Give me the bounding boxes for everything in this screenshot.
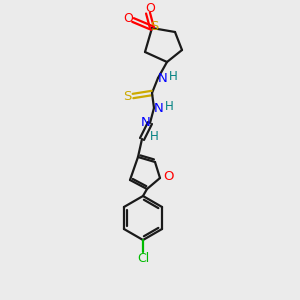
Text: N: N bbox=[154, 101, 164, 115]
Text: Cl: Cl bbox=[137, 253, 149, 266]
Text: H: H bbox=[165, 100, 173, 112]
Text: S: S bbox=[150, 20, 158, 32]
Text: O: O bbox=[145, 2, 155, 16]
Text: H: H bbox=[169, 70, 177, 83]
Text: O: O bbox=[123, 11, 133, 25]
Text: N: N bbox=[141, 116, 151, 128]
Text: S: S bbox=[123, 89, 131, 103]
Text: H: H bbox=[150, 130, 158, 143]
Text: N: N bbox=[158, 71, 168, 85]
Text: O: O bbox=[163, 170, 173, 184]
